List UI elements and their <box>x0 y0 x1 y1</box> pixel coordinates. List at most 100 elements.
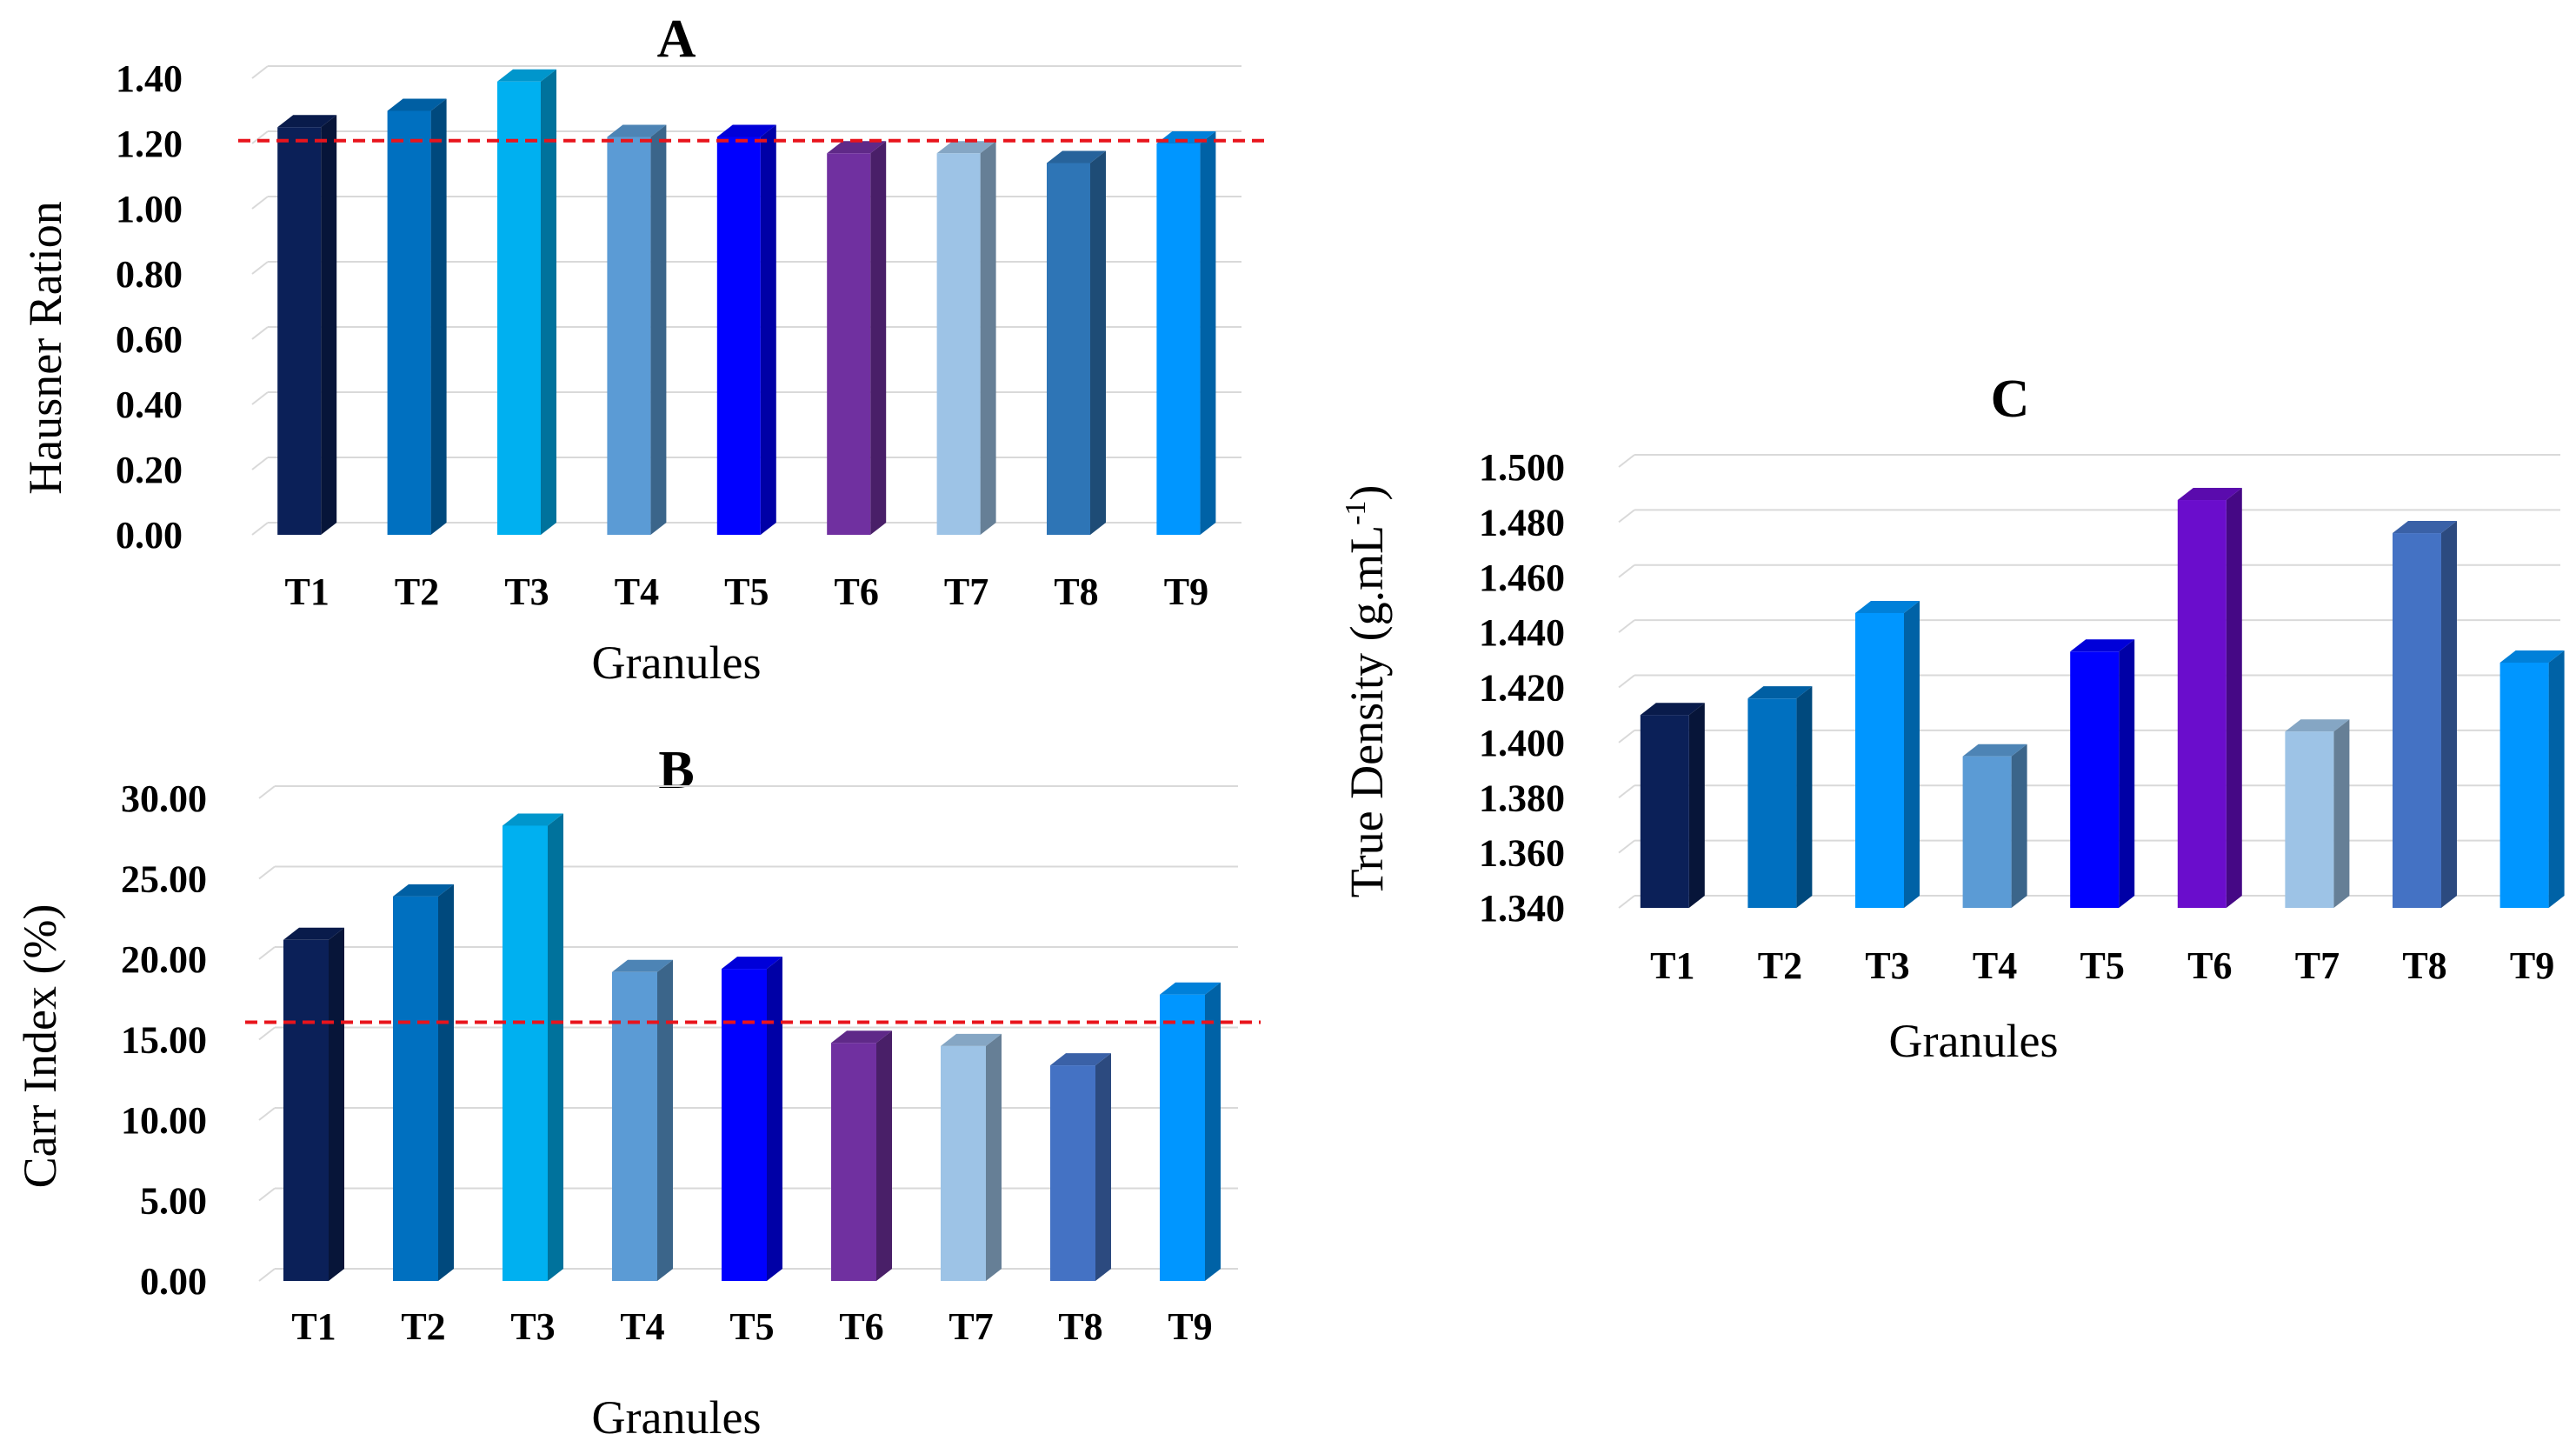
chart-c-bar-t8 <box>2393 521 2457 908</box>
chart-a-xtick-label: T9 <box>1164 570 1208 613</box>
chart-b-bar-t1 <box>283 927 344 1281</box>
chart-c-xtick-label: T1 <box>1650 944 1694 987</box>
chart-c-bar-t1 <box>1640 703 1705 908</box>
chart-b-xlabel: Granules <box>592 1391 762 1444</box>
chart-a-gridline <box>251 522 269 536</box>
chart-c-gridline <box>1618 895 1635 909</box>
chart-c-ytick-label: 1.340 <box>1479 887 1565 930</box>
chart-b-ytick-label: 0.00 <box>140 1260 207 1303</box>
chart-c-bar-t3 <box>1855 600 1920 908</box>
chart-c-gridline <box>1618 454 1635 468</box>
chart-b-bar-t6 <box>831 1030 892 1281</box>
chart-a-ytick-label: 1.00 <box>116 188 183 230</box>
chart-a-bar-t8 <box>1047 150 1106 535</box>
chart-b-xtick-label: T2 <box>401 1305 445 1348</box>
chart-a-gridline <box>251 391 269 405</box>
chart-a-bar-t7 <box>936 141 996 535</box>
chart-b-xtick-label: T4 <box>620 1305 664 1348</box>
chart-a-ylabel: Hausner Ration <box>19 201 71 494</box>
chart-b-bar-t7 <box>941 1033 1002 1281</box>
chart-b-ytick-label: 15.00 <box>121 1019 207 1062</box>
chart-c-xtick-label: T5 <box>2080 944 2125 987</box>
chart-a-xtick-label: T6 <box>835 570 879 613</box>
chart-b-bar-t5 <box>722 957 782 1281</box>
chart-b-ytick-label: 25.00 <box>121 858 207 901</box>
chart-b-ytick-label: 10.00 <box>121 1099 207 1142</box>
chart-c-ytick-label: 1.360 <box>1479 832 1565 875</box>
chart-b-xtick-label: T3 <box>510 1305 555 1348</box>
chart-c-ytick-label: 1.420 <box>1479 667 1565 710</box>
chart-a-xlabel: Granules <box>592 637 762 689</box>
chart-c-gridline <box>1618 509 1635 524</box>
chart-c: C 1.340 1.360 1.380 1.400 1.420 1.440 1.460 1.4… <box>1340 370 2565 1067</box>
chart-c-ytick-label: 1.460 <box>1479 557 1565 599</box>
chart-a-xtick-label: T8 <box>1054 570 1098 613</box>
chart-c-bar-t2 <box>1747 686 1813 908</box>
chart-c-bar-t9 <box>2499 650 2565 908</box>
chart-a-bar-t2 <box>387 98 447 535</box>
chart-c-ytick-label: 1.380 <box>1479 777 1565 819</box>
chart-c-gridline <box>1618 730 1635 744</box>
chart-c-xtick-label: T2 <box>1758 944 1802 987</box>
chart-b-gridline <box>258 1107 276 1121</box>
chart-b-xtick-label: T7 <box>949 1305 993 1348</box>
chart-c-title: C <box>1991 370 2030 429</box>
chart-c-xtick-label: T3 <box>1865 944 1909 987</box>
chart-b: B 0.00 5.00 10.00 15.00 20.00 25.00 30.00 T1 T2 T… <box>14 741 1261 1444</box>
chart-a-ytick-label: 1.40 <box>116 57 183 100</box>
chart-b-gridline <box>258 865 276 880</box>
chart-c-gridline <box>1618 784 1635 799</box>
chart-c-bar-t4 <box>1962 744 2027 908</box>
chart-c-gridline <box>1618 564 1635 578</box>
chart-a-bar-t5 <box>716 124 776 535</box>
chart-b-xtick-label: T9 <box>1168 1305 1212 1348</box>
chart-a-gridline <box>251 196 269 210</box>
chart-b-gridline <box>258 1026 276 1041</box>
chart-a-bar-t1 <box>277 115 337 535</box>
chart-b-ylabel: Carr Index (%) <box>14 904 66 1189</box>
chart-a-bar-t6 <box>827 141 887 535</box>
chart-a-gridline <box>251 130 269 144</box>
chart-c-bar-t6 <box>2177 488 2242 908</box>
chart-c-ylabel: True Density (g.mL-1) <box>1340 485 1393 898</box>
chart-c-xtick-label: T8 <box>2402 944 2446 987</box>
chart-a-gridline <box>251 457 269 470</box>
chart-a-gridline <box>251 65 269 79</box>
chart-a-xtick-label: T2 <box>395 570 439 613</box>
chart-b-ytick-label: 5.00 <box>140 1180 207 1223</box>
chart-c-bar-t7 <box>2285 719 2350 908</box>
chart-b-xtick-label: T8 <box>1058 1305 1102 1348</box>
chart-b-xtick-label: T5 <box>729 1305 774 1348</box>
chart-c-ytick-label: 1.500 <box>1479 446 1565 489</box>
chart-a-ytick-label: 0.80 <box>116 253 183 296</box>
chart-c-xtick-label: T4 <box>1973 944 2017 987</box>
chart-a-bar-t3 <box>497 69 556 535</box>
chart-b-ytick-label: 30.00 <box>121 777 207 820</box>
chart-a-ytick-label: 1.20 <box>116 123 183 165</box>
chart-b-gridline <box>258 1268 276 1282</box>
chart-a-xtick-label: T7 <box>944 570 988 613</box>
chart-c-xtick-label: T7 <box>2295 944 2340 987</box>
chart-a: A 0.00 0.20 0.40 0.60 0.80 1.00 1.20 1.40 T1 T2 T3… <box>19 10 1264 689</box>
chart-b-title: B <box>658 741 694 800</box>
chart-c-gridline <box>1618 839 1635 854</box>
chart-a-ytick-label: 0.20 <box>116 449 183 491</box>
chart-b-bar-t8 <box>1050 1053 1111 1281</box>
chart-a-title: A <box>657 10 696 69</box>
chart-c-xtick-label: T6 <box>2187 944 2232 987</box>
chart-c-ytick-label: 1.440 <box>1479 611 1565 654</box>
chart-c-bar-t5 <box>2070 639 2135 908</box>
chart-a-xtick-label: T1 <box>285 570 329 613</box>
chart-c-gridline <box>1618 674 1635 689</box>
chart-c-xlabel: Granules <box>1889 1015 2059 1067</box>
chart-b-xtick-label: T6 <box>839 1305 883 1348</box>
chart-a-bar-t4 <box>607 124 667 535</box>
chart-c-gridline <box>1618 619 1635 633</box>
chart-a-gridline <box>251 261 269 275</box>
chart-b-gridline <box>258 1187 276 1202</box>
chart-c-ytick-label: 1.480 <box>1479 501 1565 544</box>
chart-b-bar-t2 <box>393 884 454 1281</box>
chart-a-xtick-label: T5 <box>724 570 769 613</box>
chart-b-bar-t3 <box>503 813 563 1281</box>
